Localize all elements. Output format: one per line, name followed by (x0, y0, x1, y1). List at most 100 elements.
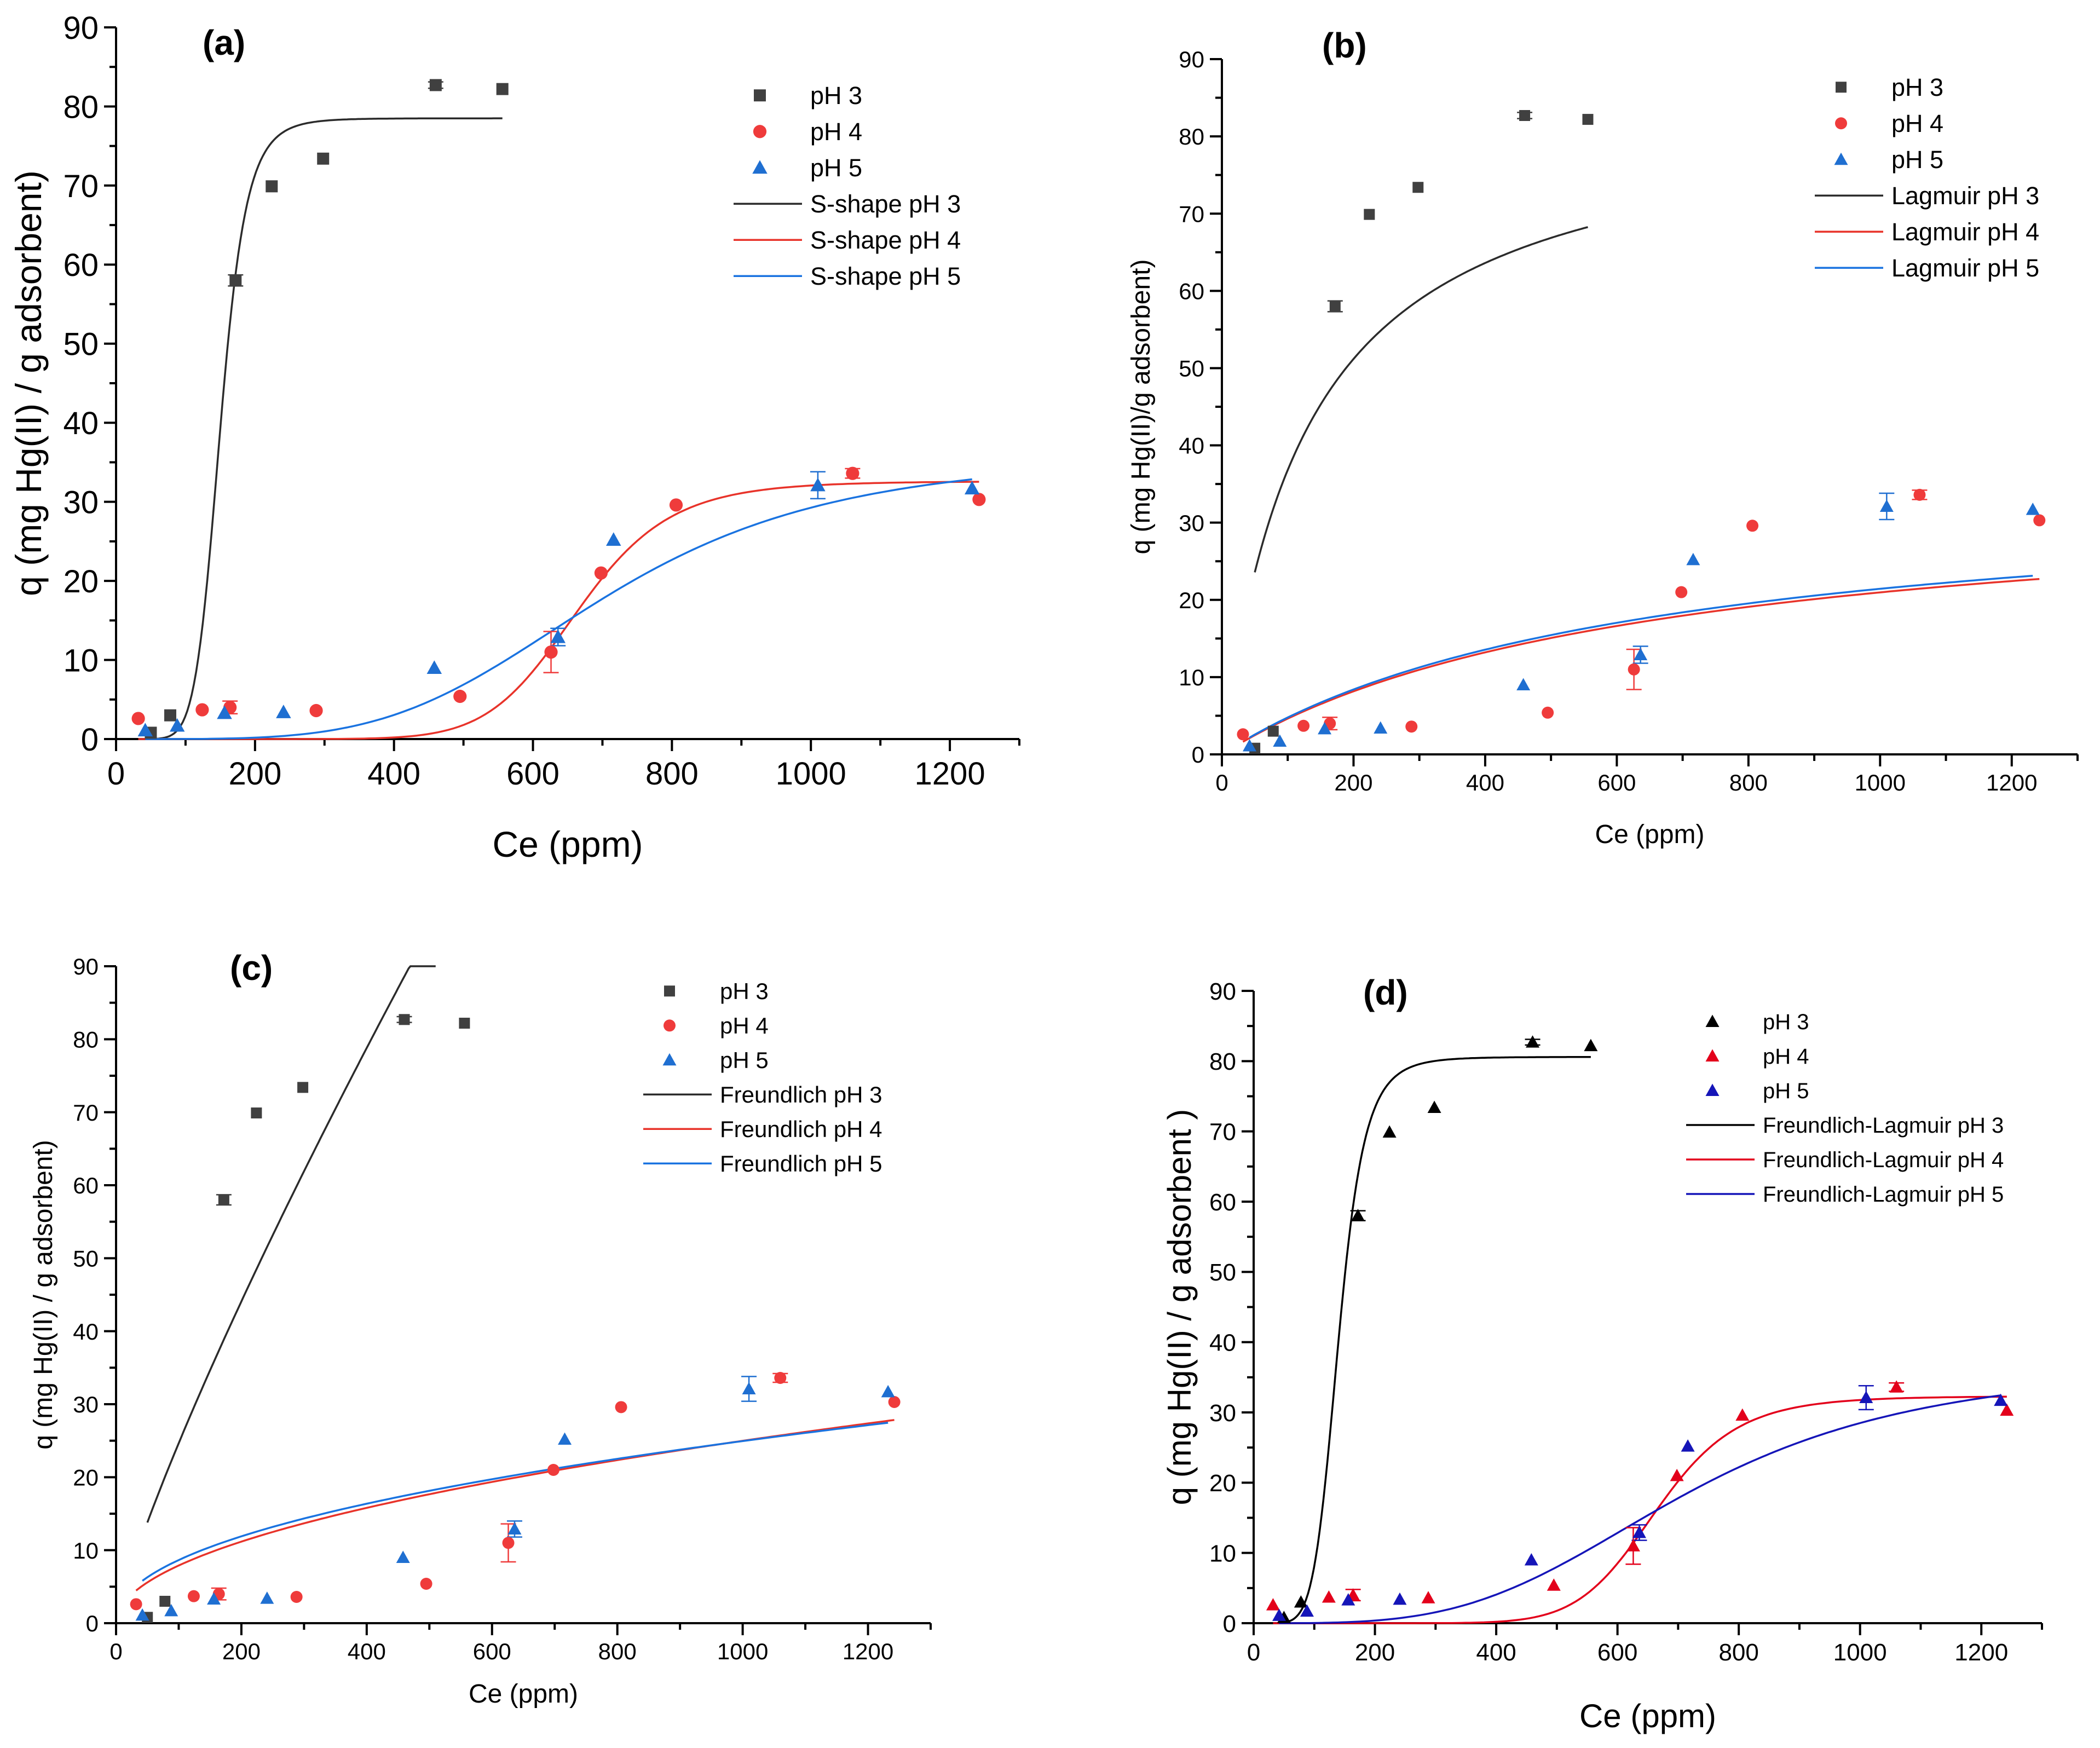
data-point-ph-3 (164, 709, 176, 722)
fit-line-3 (1280, 1056, 1591, 1624)
data-point-ph-4 (2000, 1403, 2014, 1416)
x-tick-label: 1200 (1986, 770, 2037, 795)
legend-label: Freundlich pH 3 (720, 1082, 882, 1107)
data-point-ph-5 (260, 1591, 274, 1604)
data-point-ph-4 (420, 1578, 432, 1590)
data-point-ph-5 (217, 705, 232, 719)
data-point-ph-3 (459, 1018, 470, 1029)
data-point-ph-5 (606, 532, 621, 546)
chart-panel-b: 0 200 400 600 800 1000 1200 0 10 20 30 40 50 60 70 80 90… (1127, 26, 2079, 849)
data-point-ph-5 (396, 1550, 410, 1563)
data-point-ph-5 (137, 723, 153, 737)
data-point-ph-4 (1405, 720, 1418, 733)
panel-label: (b) (1322, 26, 1367, 65)
fit-line-4 (135, 1419, 895, 1591)
legend-label: pH 5 (810, 154, 862, 182)
data-point-ph-5 (169, 718, 185, 732)
data-point-ph-5 (1681, 1439, 1695, 1452)
legend-marker (752, 160, 768, 174)
data-point-ph-4 (888, 1396, 901, 1408)
data-point-ph-3 (251, 1107, 262, 1118)
data-point-ph-4 (290, 1591, 303, 1603)
data-point-ph-3 (399, 1014, 410, 1025)
data-point-ph-3 (1427, 1100, 1441, 1114)
y-tick-label: 30 (73, 1392, 99, 1417)
legend-label: Freundlich-Lagmuir pH 4 (1763, 1148, 2004, 1172)
data-point-ph-5 (550, 629, 566, 643)
data-point-ph-4 (1322, 1590, 1336, 1603)
data-point-ph-3 (1364, 209, 1375, 220)
y-tick-label: 20 (1179, 587, 1204, 613)
y-tick-label: 20 (1209, 1470, 1236, 1497)
data-point-ph-5 (1994, 1393, 2008, 1406)
data-point-ph-4 (1547, 1578, 1561, 1591)
y-tick-label: 0 (1223, 1611, 1236, 1637)
y-axis-label: q (mg Hg(II) / g adsorbent) (29, 1140, 58, 1450)
data-point-ph-5 (1524, 1553, 1538, 1566)
legend-label: pH 3 (810, 82, 862, 109)
data-point-ph-5 (507, 1522, 522, 1534)
data-point-ph-4 (2033, 514, 2046, 527)
x-tick-label: 600 (506, 756, 559, 792)
y-tick-label: 10 (1209, 1541, 1236, 1567)
legend-label: S-shape pH 3 (810, 190, 961, 218)
data-point-ph-3 (496, 83, 509, 95)
data-point-ph-4 (1628, 663, 1640, 676)
data-point-ph-5 (207, 1592, 221, 1605)
data-point-ph-4 (195, 703, 209, 717)
data-point-ph-4 (1889, 1380, 1903, 1393)
x-axis-label: Ce (ppm) (1579, 1698, 1716, 1734)
legend-label: Lagmuir pH 3 (1891, 182, 2039, 210)
y-tick-label: 30 (1179, 510, 1204, 536)
fit-line-3 (147, 117, 503, 740)
x-tick-label: 800 (598, 1639, 637, 1664)
y-tick-label: 10 (1179, 665, 1204, 690)
legend-marker (662, 1053, 677, 1066)
data-point-ph-5 (135, 1608, 149, 1621)
legend-marker (1705, 1049, 1720, 1062)
data-point-ph-4 (669, 498, 683, 512)
y-tick-label: 0 (1192, 742, 1204, 768)
data-point-ph-4 (1237, 728, 1249, 741)
y-tick-label: 90 (73, 954, 99, 979)
data-point-ph-3 (1584, 1039, 1598, 1052)
data-point-ph-5 (1374, 721, 1388, 734)
data-point-ph-4 (1297, 719, 1310, 732)
y-tick-label: 50 (1179, 356, 1204, 382)
data-point-ph-5 (1634, 648, 1648, 660)
y-tick-label: 40 (1209, 1330, 1236, 1357)
fit-line-5 (1279, 1394, 2001, 1624)
fit-line-4 (1273, 1395, 2007, 1624)
data-point-ph-5 (1393, 1592, 1407, 1605)
data-point-ph-3 (1519, 110, 1531, 122)
data-point-ph-5 (164, 1603, 178, 1617)
data-point-ph-5 (1632, 1525, 1646, 1538)
y-tick-label: 90 (63, 10, 99, 46)
fit-line-3 (1254, 226, 1588, 573)
x-tick-label: 600 (1597, 1639, 1637, 1666)
y-tick-label: 80 (1209, 1048, 1236, 1075)
legend-marker (1834, 152, 1848, 165)
fit-line-3 (146, 965, 436, 1523)
data-point-ph-5 (1273, 734, 1287, 747)
y-tick-label: 50 (63, 327, 99, 362)
data-point-ph-5 (426, 660, 442, 674)
y-tick-label: 70 (1209, 1119, 1236, 1146)
legend-marker (753, 125, 767, 139)
data-point-ph-3 (1329, 301, 1341, 312)
y-tick-label: 90 (1179, 47, 1204, 72)
y-tick-label: 10 (73, 1538, 99, 1564)
panel-label: (a) (203, 23, 245, 62)
x-tick-label: 0 (107, 756, 125, 792)
y-tick-label: 40 (73, 1319, 99, 1345)
data-point-ph-4 (615, 1401, 627, 1414)
data-point-ph-4 (972, 493, 986, 506)
x-tick-label: 1200 (915, 756, 985, 792)
x-tick-label: 200 (228, 756, 281, 792)
x-tick-label: 400 (367, 756, 420, 792)
panel-label: (d) (1363, 973, 1408, 1012)
data-point-ph-5 (558, 1432, 572, 1445)
legend-label: pH 4 (720, 1013, 769, 1039)
data-point-ph-4 (1542, 706, 1554, 719)
